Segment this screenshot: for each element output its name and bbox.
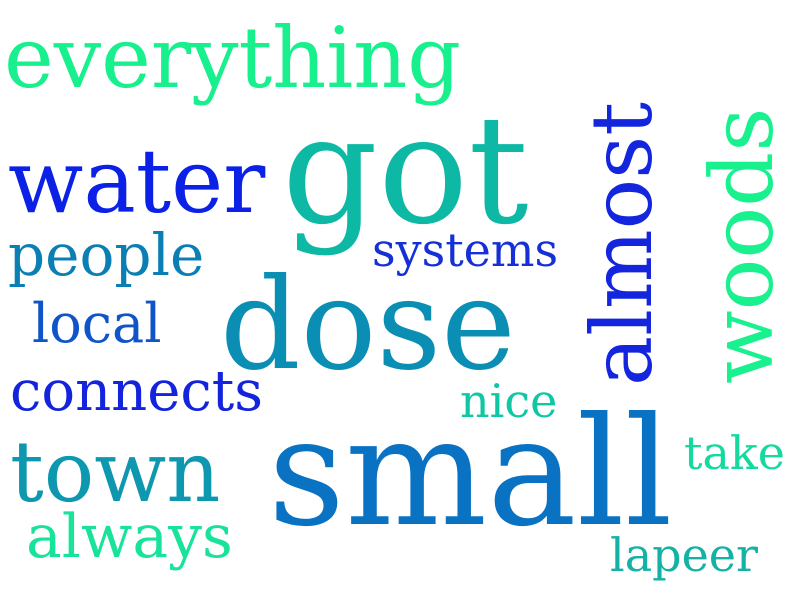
word-almost: almost <box>573 101 671 386</box>
word-take: take <box>684 426 786 480</box>
word-systems: systems <box>372 223 559 277</box>
word-got: got <box>282 84 529 258</box>
word-everything: everything <box>4 9 462 107</box>
word-small: small <box>268 386 673 560</box>
word-local: local <box>32 292 162 355</box>
word-woods: woods <box>693 107 793 384</box>
word-lapeer: lapeer <box>610 528 759 582</box>
word-connects: connects <box>10 359 263 424</box>
word-always: always <box>26 502 233 572</box>
word-dose: dose <box>220 251 516 398</box>
word-people: people <box>8 221 205 289</box>
word-nice: nice <box>460 374 558 428</box>
word-town: town <box>10 423 221 521</box>
word-water: water <box>8 130 266 233</box>
